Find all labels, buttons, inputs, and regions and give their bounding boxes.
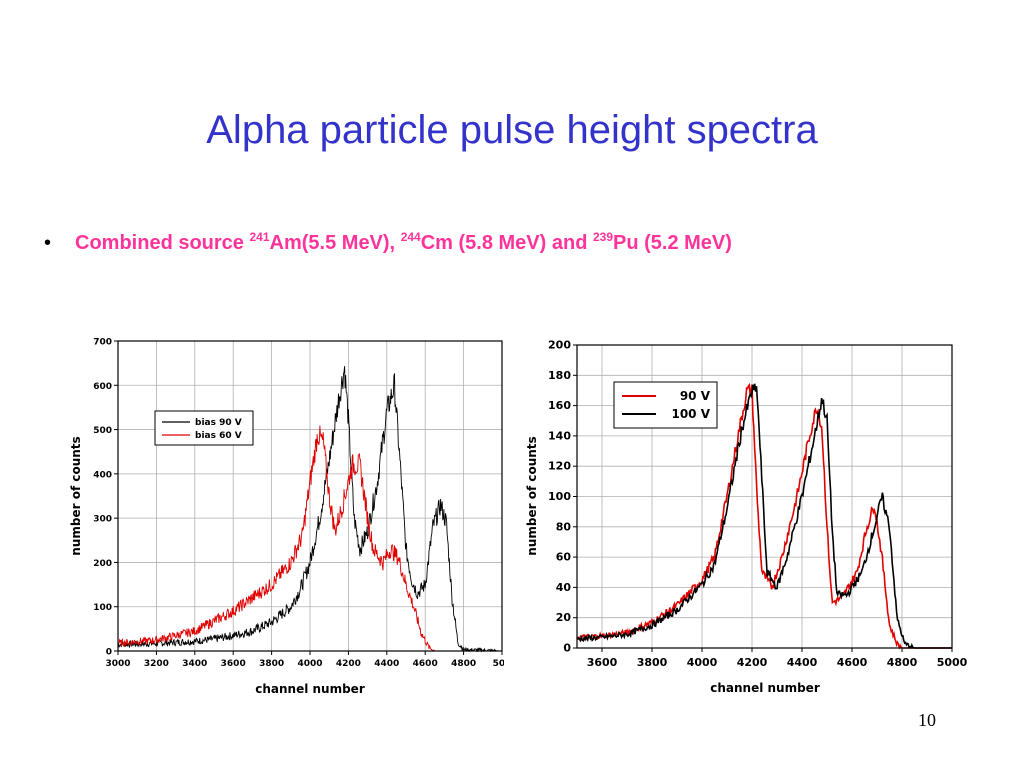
chart2-y-tick-label: 20 (556, 611, 572, 624)
chart2-x-tick-label: 5000 (937, 656, 968, 669)
chart2-y-tick-label: 140 (548, 429, 571, 442)
chart2-x-tick-label: 4800 (887, 656, 918, 669)
chart1-y-tick-label: 0 (106, 648, 112, 658)
chart1-x-tick-label: 4000 (297, 659, 322, 669)
chart1-y-tick-label: 400 (93, 470, 112, 480)
chart1-x-tick-label: 4200 (336, 659, 361, 669)
chart2-x-tick-label: 4000 (687, 656, 718, 669)
series-bias-90-v (117, 366, 502, 653)
chart1-x-tick-label: 3200 (144, 659, 169, 669)
series-90-v (576, 382, 952, 650)
chart2-x-tick-label: 3600 (587, 656, 618, 669)
chart2-y-tick-label: 200 (548, 339, 571, 352)
chart2-x-tick-label: 4400 (787, 656, 818, 669)
chart1-x-tick-label: 3400 (182, 659, 207, 669)
chart2-y-tick-label: 100 (548, 490, 571, 503)
chart2-y-tick-label: 80 (556, 520, 572, 533)
chart1-y-tick-label: 200 (93, 559, 112, 569)
chart2-x-tick-label: 3800 (637, 656, 668, 669)
right-chart-legend: 90 V 100 V (613, 381, 718, 429)
chart1-y-tick-label: 300 (93, 515, 112, 525)
chart1-y-tick-label: 700 (93, 338, 112, 348)
legend-label-bias-90: bias 90 V (195, 418, 242, 428)
chart2-x-tick-label: 4600 (837, 656, 868, 669)
right-spectrum-chart: 3600 3800 4000 4200 4400 4600 4800 5000 0 20 40 60 8… (522, 334, 982, 704)
isotope-mass-239: 239 (592, 230, 614, 244)
legend-label-90v: 90 V (680, 389, 711, 403)
right-chart-ticks: 3600 3800 4000 4200 4400 4600 4800 5000 0 20 40 60 8… (548, 339, 968, 670)
chart1-x-tick-label: 4400 (374, 659, 399, 669)
slide-title: Alpha particle pulse height spectra (206, 108, 818, 152)
chart1-y-tick-label: 600 (93, 382, 112, 392)
isotope-mass-241: 241 (249, 230, 270, 244)
chart1-x-tick-label: 500 (493, 659, 504, 669)
left-chart-ylabel: number of counts (69, 436, 83, 555)
left-chart-legend: bias 90 V bias 60 V (154, 410, 254, 446)
chart1-y-tick-label: 100 (93, 603, 112, 613)
bullet-item: • Combined source 241Am(5.5 MeV), 244Cm (… (44, 230, 732, 255)
chart1-x-tick-label: 4800 (451, 659, 476, 669)
bullet-dot-icon: • (44, 232, 52, 254)
chart2-y-tick-label: 0 (563, 642, 571, 655)
bullet-text-a: Combined source (75, 232, 250, 254)
chart1-y-tick-label: 500 (93, 426, 112, 436)
chart2-y-tick-label: 40 (556, 581, 572, 594)
legend-label-bias-60: bias 60 V (195, 431, 242, 441)
legend-label-100v: 100 V (671, 407, 710, 421)
right-chart-ylabel: number of counts (525, 436, 539, 555)
chart2-y-tick-label: 180 (548, 369, 571, 382)
chart1-x-tick-label: 4600 (413, 659, 438, 669)
left-chart-xlabel: channel number (255, 682, 365, 696)
isotope-mass-244: 244 (400, 230, 421, 244)
chart2-x-tick-label: 4200 (737, 656, 768, 669)
chart2-y-tick-label: 160 (548, 399, 571, 412)
bullet-text-c: Cm (5.8 MeV) and (420, 232, 593, 254)
right-chart-xlabel: channel number (710, 681, 820, 695)
bullet-text-b: Am(5.5 MeV), (269, 232, 401, 254)
chart1-x-tick-label: 3000 (105, 659, 130, 669)
chart1-x-tick-label: 3800 (259, 659, 284, 669)
chart2-y-tick-label: 60 (556, 551, 572, 564)
page-number: 10 (918, 710, 936, 730)
bullet-text-d: Pu (5.2 MeV) (613, 232, 732, 254)
chart2-y-tick-label: 120 (548, 460, 571, 473)
chart1-x-tick-label: 3600 (221, 659, 246, 669)
left-spectrum-chart: 3000 3200 3400 3600 3800 4000 4200 4400 4600 4800… (64, 332, 504, 702)
series-100-v (576, 383, 952, 649)
right-chart-series (576, 382, 952, 650)
left-chart-ticks: 3000 3200 3400 3600 3800 4000 4200 4400 4600 4800… (93, 338, 504, 670)
